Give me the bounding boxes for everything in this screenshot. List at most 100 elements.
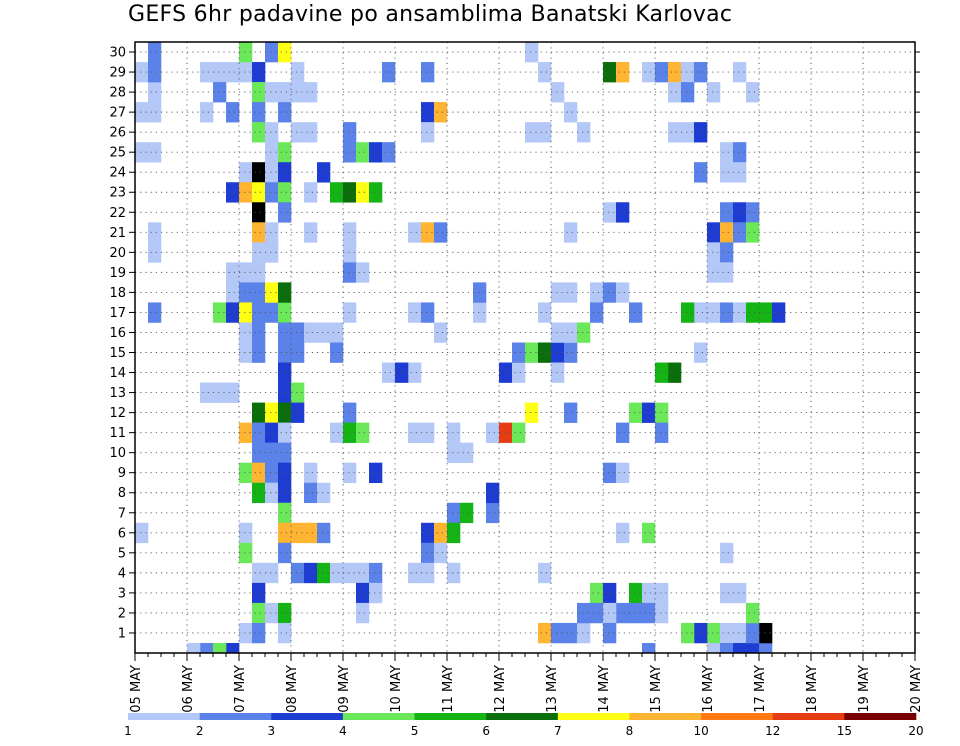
colorbar-label: 4: [339, 724, 347, 738]
y-tick-label: 9: [118, 466, 126, 481]
heatmap-cell: [343, 222, 357, 243]
heatmap-cell: [408, 222, 422, 243]
heatmap-cell: [421, 542, 435, 564]
grid: [135, 42, 915, 653]
heatmap-cell: [629, 602, 643, 624]
y-tick-label: 16: [109, 326, 126, 341]
heatmap-cell: [265, 602, 279, 624]
y-tick-label: 2: [118, 606, 126, 621]
x-axis: 05 MAY 06 MAY 07 MAY 08 MAY 09 MAY 10 MAY 11 M…: [129, 653, 924, 713]
heatmap-cell: [759, 622, 773, 644]
heatmap-cell: [356, 262, 370, 283]
y-tick-label: 7: [118, 506, 126, 521]
heatmap-cell: [707, 622, 721, 644]
heatmap-cell: [434, 322, 448, 343]
heatmap-cell: [616, 422, 630, 443]
colorbar-label: 2: [196, 724, 204, 738]
x-tick-label: 17 MAY: [753, 665, 768, 713]
heatmap-cell: [265, 402, 279, 423]
heatmap-cell: [239, 342, 253, 363]
heatmap-cell: [239, 462, 253, 484]
x-tick-label: 06 MAY: [181, 665, 196, 713]
colorbar-label: 20: [908, 724, 923, 738]
heatmap-cell: [317, 522, 331, 544]
y-tick-label: 17: [109, 306, 126, 321]
heatmap-cell: [746, 302, 760, 323]
heatmap-cell: [239, 322, 253, 343]
heatmap-cell: [616, 522, 630, 544]
colorbar-label: 8: [626, 724, 634, 738]
heatmap-cell: [343, 142, 357, 163]
heatmap-cell: [317, 562, 331, 584]
heatmap-cell: [707, 642, 721, 653]
heatmap-cell: [720, 222, 734, 243]
heatmap-cell: [304, 562, 318, 584]
heatmap-cell: [200, 102, 214, 123]
heatmap-cell: [278, 422, 292, 443]
heatmap-cell: [200, 62, 214, 83]
colorbar-swatch: [629, 713, 702, 720]
heatmap-cell: [239, 62, 253, 83]
x-tick-label: 07 MAY: [233, 665, 248, 713]
heatmap-cell: [720, 582, 734, 604]
colorbar-label: 3: [267, 724, 275, 738]
heatmap-cell: [226, 302, 240, 323]
y-tick-label: 12: [109, 406, 126, 421]
heatmap-cell: [343, 462, 357, 484]
heatmap-cell: [291, 342, 305, 363]
heatmap-cell: [499, 422, 513, 443]
heatmap-cell: [200, 642, 214, 653]
x-tick-label: 14 MAY: [597, 665, 612, 713]
heatmap-cell: [681, 302, 695, 323]
y-tick-label: 30: [109, 46, 126, 61]
heatmap-cell: [772, 302, 786, 323]
x-tick-label: 05 MAY: [129, 665, 144, 713]
colorbar-label: 12: [765, 724, 780, 738]
heatmap-cell: [382, 62, 396, 83]
heatmap-cell: [330, 562, 344, 584]
heatmap-cell: [265, 462, 279, 484]
heatmap-cell: [135, 102, 149, 123]
heatmap-cell: [421, 222, 435, 243]
y-tick-label: 8: [118, 486, 126, 501]
heatmap-cell: [551, 82, 565, 103]
heatmap-cell: [278, 202, 292, 223]
heatmap-cell: [694, 162, 708, 183]
x-tick-label: 16 MAY: [701, 665, 716, 713]
heatmap-cell: [460, 502, 474, 524]
heatmap-cell: [434, 522, 448, 544]
heatmap-cell: [278, 282, 292, 303]
heatmap-cell: [538, 122, 552, 143]
heatmap-cell: [148, 102, 162, 123]
heatmap-cell: [564, 402, 578, 423]
heatmap-cell: [538, 302, 552, 323]
y-tick-label: 18: [109, 286, 126, 301]
heatmap-cell: [252, 322, 266, 343]
y-tick-label: 23: [109, 186, 126, 201]
heatmap-cell: [278, 402, 292, 423]
y-tick-label: 27: [109, 106, 126, 121]
heatmap-cell: [603, 622, 617, 644]
heatmap-cell: [148, 222, 162, 243]
y-tick-label: 25: [109, 146, 126, 161]
y-tick-label: 14: [109, 366, 126, 381]
y-tick-label: 28: [109, 86, 126, 101]
heatmap-cell: [564, 342, 578, 363]
heatmap-cell: [668, 62, 682, 83]
heatmap-cell: [525, 122, 539, 143]
heatmap-cell: [343, 562, 357, 584]
heatmap-cell: [265, 442, 279, 463]
heatmap-cell: [408, 422, 422, 443]
heatmap-cell: [655, 362, 669, 383]
heatmap-cell: [681, 82, 695, 103]
heatmap-cell: [603, 202, 617, 223]
heatmap-cell: [616, 602, 630, 624]
heatmap-cell: [629, 582, 643, 604]
heatmap-cell: [135, 62, 149, 83]
heatmap-cell: [252, 602, 266, 624]
colorbar-swatch: [701, 713, 774, 720]
heatmap-cell: [252, 562, 266, 584]
heatmap-cell: [343, 422, 357, 443]
y-tick-label: 29: [109, 66, 126, 81]
heatmap-cell: [252, 482, 266, 504]
